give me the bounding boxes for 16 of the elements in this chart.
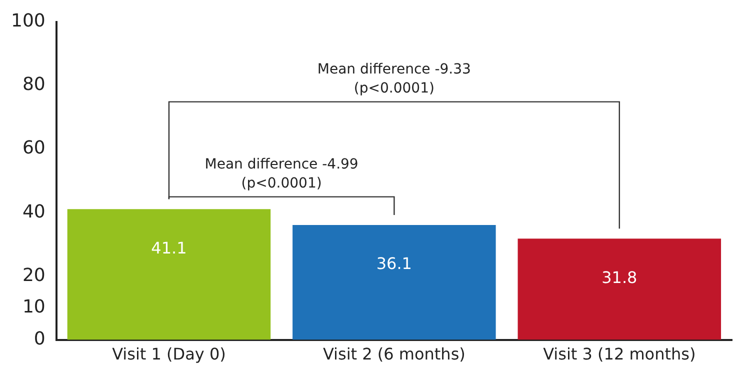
data-label: 31.8 xyxy=(602,268,638,287)
y-tick-label: 10 xyxy=(22,296,46,318)
annotation: Mean difference -9.33 (p<0.0001) xyxy=(317,61,471,96)
y-tick-label: 80 xyxy=(22,74,46,96)
annotation: Mean difference -4.99 (p<0.0001) xyxy=(204,156,358,192)
data-label: 41.1 xyxy=(151,238,187,258)
y-tick-label: 20 xyxy=(22,264,46,286)
y-tick-label: 40 xyxy=(22,201,46,222)
x-tick-label: Visit 1 (Day 0) xyxy=(112,344,226,364)
y-tick-label: 0 xyxy=(34,328,46,350)
bar xyxy=(518,238,722,340)
x-tick-label: Visit 2 (6 months) xyxy=(322,344,466,364)
y-tick-label: 100 xyxy=(10,10,46,32)
x-tick-label: Visit 3 (12 months) xyxy=(543,344,696,364)
data-label: 36.1 xyxy=(376,254,412,274)
y-tick-label: 60 xyxy=(22,138,46,159)
